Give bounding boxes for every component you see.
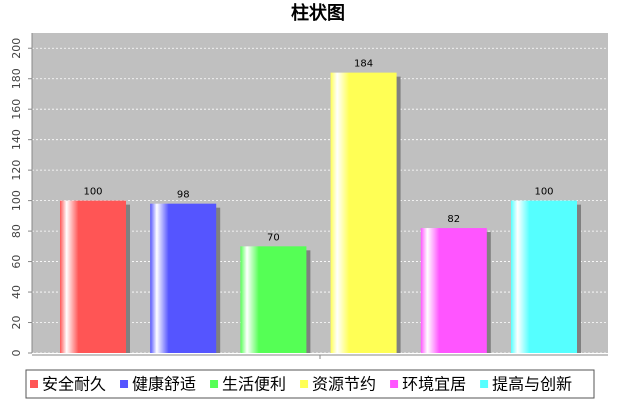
bar — [511, 200, 577, 353]
chart-title: 柱状图 — [291, 2, 345, 24]
y-tick-label: 140 — [10, 129, 23, 150]
legend-swatch — [480, 380, 489, 388]
legend-label: 资源节约 — [312, 375, 376, 394]
legend-swatch — [390, 380, 399, 388]
bar — [330, 72, 397, 353]
y-tick-label: 180 — [10, 68, 23, 89]
legend-swatch — [300, 380, 309, 388]
y-tick-label: 120 — [10, 160, 23, 181]
legend-label: 提高与创新 — [492, 375, 572, 394]
y-tick-label: 200 — [10, 38, 23, 59]
bar — [240, 246, 307, 353]
value-label: 82 — [447, 214, 460, 225]
value-label: 184 — [354, 59, 373, 70]
y-tick-label: 20 — [10, 316, 23, 330]
legend-label: 健康舒适 — [132, 375, 196, 394]
value-label: 98 — [177, 190, 190, 201]
legend-swatch — [30, 380, 38, 388]
y-tick-label: 80 — [10, 224, 23, 238]
bar — [420, 228, 487, 353]
y-tick-label: 160 — [10, 99, 23, 120]
y-tick-label: 40 — [10, 285, 23, 299]
y-tick-label: 60 — [10, 255, 23, 269]
bar — [60, 200, 126, 353]
legend-label: 环境宜居 — [402, 375, 466, 394]
legend-label: 生活便利 — [222, 375, 286, 394]
value-label: 100 — [83, 187, 102, 198]
legend-swatch — [120, 380, 129, 388]
legend-swatch — [210, 380, 219, 388]
value-label: 100 — [534, 187, 553, 198]
y-tick-label: 0 — [10, 350, 23, 357]
value-label: 70 — [267, 232, 280, 243]
y-tick-label: 100 — [10, 190, 23, 211]
bar — [150, 203, 217, 353]
legend-label: 安全耐久 — [42, 375, 106, 394]
